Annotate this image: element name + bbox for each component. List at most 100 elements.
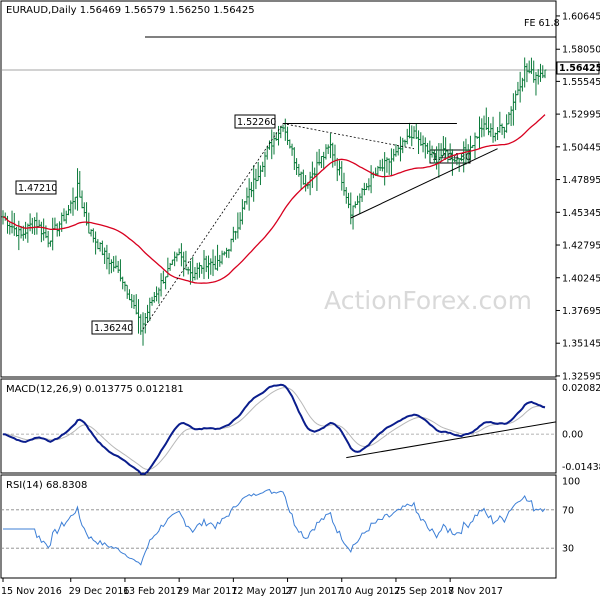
ohlc-bar [220,250,224,265]
ohlc-bar [150,296,154,306]
rsi-line [3,488,546,566]
ohlc-bar [304,174,308,192]
ohlc-bar [247,178,251,211]
rsi-tick-label: 30 [562,544,574,555]
ohlc-bar [82,202,86,217]
x-tick-label: 27 Jun 2017 [286,586,343,597]
y-tick-label: 1.32595 [562,371,600,382]
x-tick-label: 25 Sep 2017 [394,586,454,597]
ohlc-bar [132,294,136,309]
ohlc-bar [378,159,382,171]
y-tick-label: 1.55545 [562,77,600,88]
ohlc-bar [62,208,66,222]
y-tick-label: 1.58050 [562,45,600,56]
ohlc-bar [211,249,215,277]
y-tick-label: 1.37695 [562,306,600,317]
ohlc-bar [200,265,204,274]
ohlc-bar [202,250,206,280]
y-tick-label: 1.45345 [562,208,600,219]
ohlc-bar [496,127,500,140]
ohlc-bar [340,161,344,191]
ohlc-bar [30,217,34,234]
ohlc-bar [344,187,348,204]
ohlc-bar [308,171,312,196]
ohlc-bar [164,276,168,290]
ohlc-bar [159,273,163,297]
ohlc-bar [100,240,104,256]
rsi-panel [0,474,557,579]
ohlc-bar [487,117,491,136]
ohlc-bar [195,262,199,280]
ohlc-bar [478,116,482,149]
ohlc-bar [328,133,332,159]
ohlc-bar [292,147,296,171]
ohlc-bar [396,146,400,156]
ohlc-bar [349,192,353,225]
ohlc-bar [121,276,125,290]
macd-signal-line [3,386,546,471]
ohlc-bar [209,258,213,275]
x-tick-label: 15 Nov 2016 [1,586,62,597]
ohlc-bar [127,289,131,301]
macd-panel [0,378,557,474]
y-tick-label: 1.42795 [562,241,600,252]
ohlc-bar [197,262,201,278]
ohlc-bar [426,142,430,155]
moving-average-line [2,114,546,284]
y-tick-label: 1.35145 [562,339,600,350]
ohlc-bar [347,192,351,209]
ohlc-bar [173,251,177,267]
ohlc-bar [249,181,253,198]
ohlc-bar [26,223,30,243]
ohlc-bar [324,144,328,160]
ohlc-bar [53,217,57,230]
ohlc-bar [342,172,346,196]
macd-tick-label: 0.00 [562,430,583,441]
ohlc-bar [423,137,427,159]
y-tick-label: 1.40245 [562,273,600,284]
ohlc-bar [489,123,493,137]
ohlc-bar [204,255,208,273]
ohlc-bar [412,126,416,139]
dotted-connector-rise [142,123,284,330]
ohlc-bar [103,247,107,264]
svg-text:1.47210: 1.47210 [18,183,57,194]
ohlc-bar [28,213,32,232]
ohlc-bar [240,199,244,225]
ohlc-bar [245,187,249,205]
ohlc-bar [216,244,220,271]
ohlc-bar [380,158,384,172]
ohlc-bar [502,126,506,139]
ohlc-bar [491,116,495,143]
main-header: EURAUD,Daily 1.56469 1.56579 1.56250 1.5… [6,5,255,16]
ohlc-bar [229,238,233,252]
ohlc-bar [96,239,100,250]
ohlc-bar [69,200,73,214]
ohlc-bar [123,281,127,292]
x-tick-label: 13 Feb 2017 [123,586,182,597]
rsi-tick-label: 100 [562,477,580,488]
ohlc-bar [410,125,414,147]
ohlc-bar [369,165,373,194]
ohlc-bar [207,255,211,279]
ohlc-bar [94,231,98,255]
ohlc-bar [387,158,391,175]
ohlc-bar [313,167,317,177]
ohlc-bar [238,212,242,230]
svg-text:1.49430: 1.49430 [432,152,471,163]
ohlc-bar [186,266,190,275]
ohlc-bar [109,259,113,274]
ohlc-bar [24,221,28,239]
ohlc-bar [39,221,43,243]
ohlc-bar [500,123,504,135]
ohlc-bar [78,170,82,198]
ohlc-bar [236,212,240,239]
ohlc-bar [182,251,186,277]
ohlc-bar [514,90,518,111]
ohlc-bar [35,212,39,235]
ohlc-bar [283,118,287,141]
x-tick-label: 29 Mar 2017 [177,586,237,597]
ohlc-bar [51,217,55,251]
ohlc-bar [484,107,488,130]
